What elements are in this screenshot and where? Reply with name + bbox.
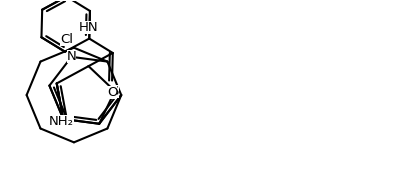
Text: N: N: [67, 50, 77, 63]
Text: HN: HN: [79, 21, 98, 34]
Text: O: O: [107, 85, 117, 98]
Text: S: S: [111, 85, 119, 98]
Text: NH₂: NH₂: [49, 115, 74, 129]
Text: Cl: Cl: [60, 33, 74, 46]
